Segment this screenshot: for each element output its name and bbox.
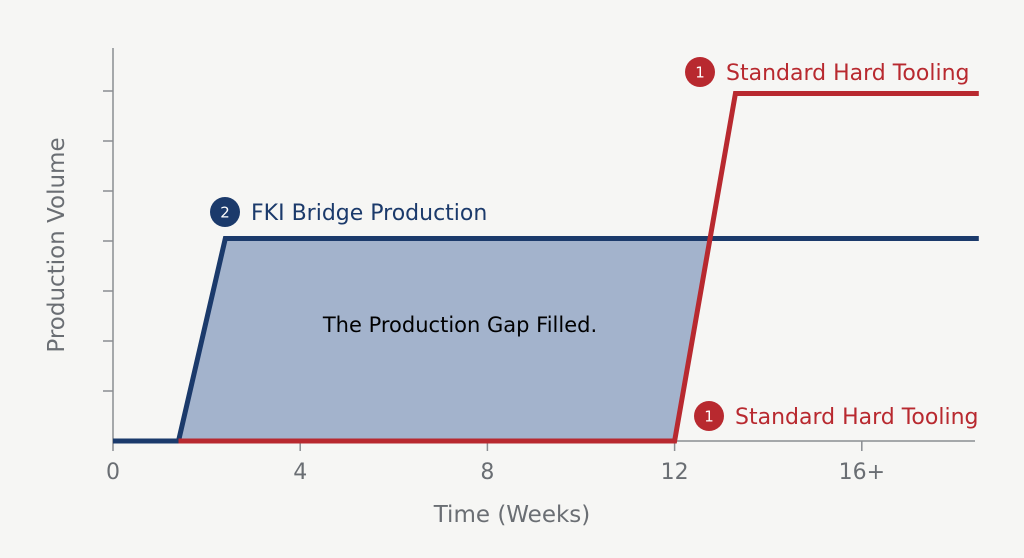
gap-fill-region — [178, 238, 711, 441]
legend-label-bridge-text: FKI Bridge Production — [251, 201, 487, 226]
gap-annotation: The Production Gap Filled. — [322, 313, 597, 337]
legend-label-hard-tooling-top-text: Standard Hard Tooling — [726, 61, 969, 86]
series-line-bridge — [113, 236, 979, 444]
y-axis-title: Production Volume — [44, 137, 70, 352]
x-tick-label-0: 0 — [106, 460, 120, 485]
legend-label-bridge-badge — [210, 197, 240, 227]
legend-label-hard-tooling-bottom-text: Standard Hard Tooling — [735, 405, 978, 430]
series-line-hard-tooling — [178, 91, 979, 444]
x-tick-label-4: 4 — [293, 460, 307, 485]
x-tick-label-12: 12 — [661, 460, 689, 485]
legend-label-hard-tooling-top: 1 Standard Hard Tooling — [685, 57, 969, 87]
legend-label-hard-tooling-bottom: 1 Standard Hard Tooling — [694, 401, 978, 431]
legend-label-hard-tooling-bottom-badge — [694, 401, 724, 431]
legend-label-hard-tooling-top-badge-number: 1 — [695, 64, 705, 82]
x-axis-title: Time (Weeks) — [433, 502, 591, 528]
legend-label-bridge-badge-number: 2 — [220, 204, 230, 222]
legend-label-hard-tooling-bottom-badge-number: 1 — [704, 408, 714, 426]
x-tick-label-16+: 16+ — [839, 460, 885, 485]
legend-label-bridge: 2 FKI Bridge Production — [210, 197, 487, 227]
legend-label-hard-tooling-top-badge — [685, 57, 715, 87]
x-tick-label-8: 8 — [480, 460, 494, 485]
